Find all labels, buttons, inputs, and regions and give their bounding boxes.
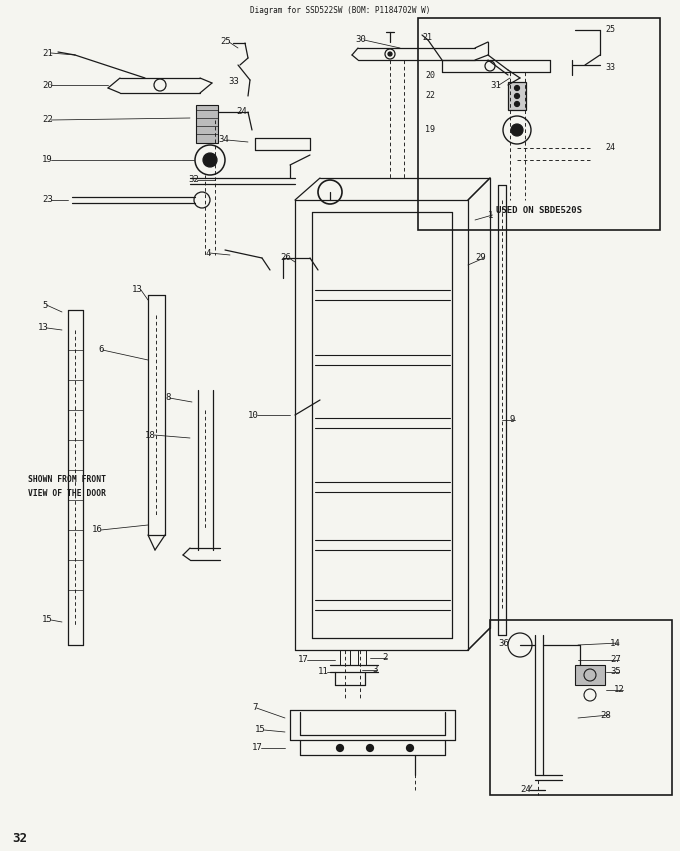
Circle shape (388, 52, 392, 56)
Text: SHOWN FROM FRONT: SHOWN FROM FRONT (28, 476, 106, 484)
Circle shape (367, 745, 373, 751)
Circle shape (337, 745, 343, 751)
Text: 15: 15 (42, 615, 53, 625)
Text: 25: 25 (220, 37, 231, 47)
Text: 21: 21 (422, 32, 432, 42)
Text: 17: 17 (252, 744, 262, 752)
Text: 31: 31 (490, 81, 500, 89)
Text: 4: 4 (205, 248, 210, 258)
Circle shape (515, 101, 520, 106)
Text: 32: 32 (12, 831, 27, 844)
Text: 23: 23 (42, 196, 53, 204)
Bar (575, 665, 605, 685)
Text: 17: 17 (298, 655, 309, 665)
Text: 36: 36 (498, 638, 509, 648)
Text: 1: 1 (488, 210, 494, 220)
Text: 10: 10 (248, 410, 259, 420)
Bar (196, 105, 218, 143)
Text: 27: 27 (610, 655, 621, 665)
Text: 20: 20 (425, 71, 435, 79)
Text: 16: 16 (92, 526, 103, 534)
Text: 15: 15 (255, 726, 266, 734)
Circle shape (515, 94, 520, 99)
Text: 13: 13 (38, 323, 49, 333)
Text: 19: 19 (425, 125, 435, 134)
Circle shape (515, 85, 520, 90)
Text: 29: 29 (475, 254, 486, 262)
Bar (490, 620, 672, 795)
Text: Diagram for SSD522SW (BOM: P1184702W W): Diagram for SSD522SW (BOM: P1184702W W) (250, 6, 430, 15)
Text: 33: 33 (228, 77, 239, 87)
Text: 33: 33 (605, 64, 615, 72)
Text: 24: 24 (520, 785, 531, 795)
Text: 8: 8 (165, 393, 171, 403)
Text: 34: 34 (218, 135, 228, 145)
Text: 28: 28 (600, 711, 611, 719)
Text: 22: 22 (42, 116, 53, 124)
Text: 12: 12 (614, 686, 625, 694)
Text: 35: 35 (610, 667, 621, 677)
Text: 14: 14 (610, 638, 621, 648)
Text: 7: 7 (252, 704, 257, 712)
Text: 32: 32 (188, 175, 199, 185)
Text: 19: 19 (42, 156, 53, 164)
Text: 18: 18 (145, 431, 156, 439)
Text: 20: 20 (42, 81, 53, 89)
Text: 24: 24 (605, 144, 615, 152)
Text: 3: 3 (372, 665, 377, 675)
Text: 5: 5 (42, 300, 48, 310)
Text: 2: 2 (382, 654, 388, 662)
Text: 13: 13 (132, 285, 143, 294)
Text: 21: 21 (42, 49, 53, 58)
Text: USED ON SBDE520S: USED ON SBDE520S (496, 206, 582, 215)
Circle shape (407, 745, 413, 751)
Text: 6: 6 (98, 346, 103, 355)
Text: 11: 11 (318, 667, 328, 677)
Circle shape (203, 153, 217, 167)
Text: 26: 26 (280, 254, 291, 262)
Text: 24: 24 (236, 107, 247, 117)
Text: 25: 25 (605, 26, 615, 35)
Text: 22: 22 (425, 92, 435, 100)
Text: 9: 9 (510, 415, 515, 425)
Circle shape (511, 124, 523, 136)
Bar (418, 18, 660, 230)
Text: VIEW OF THE DOOR: VIEW OF THE DOOR (28, 488, 106, 498)
Text: 30: 30 (355, 36, 366, 44)
Bar (508, 82, 526, 110)
